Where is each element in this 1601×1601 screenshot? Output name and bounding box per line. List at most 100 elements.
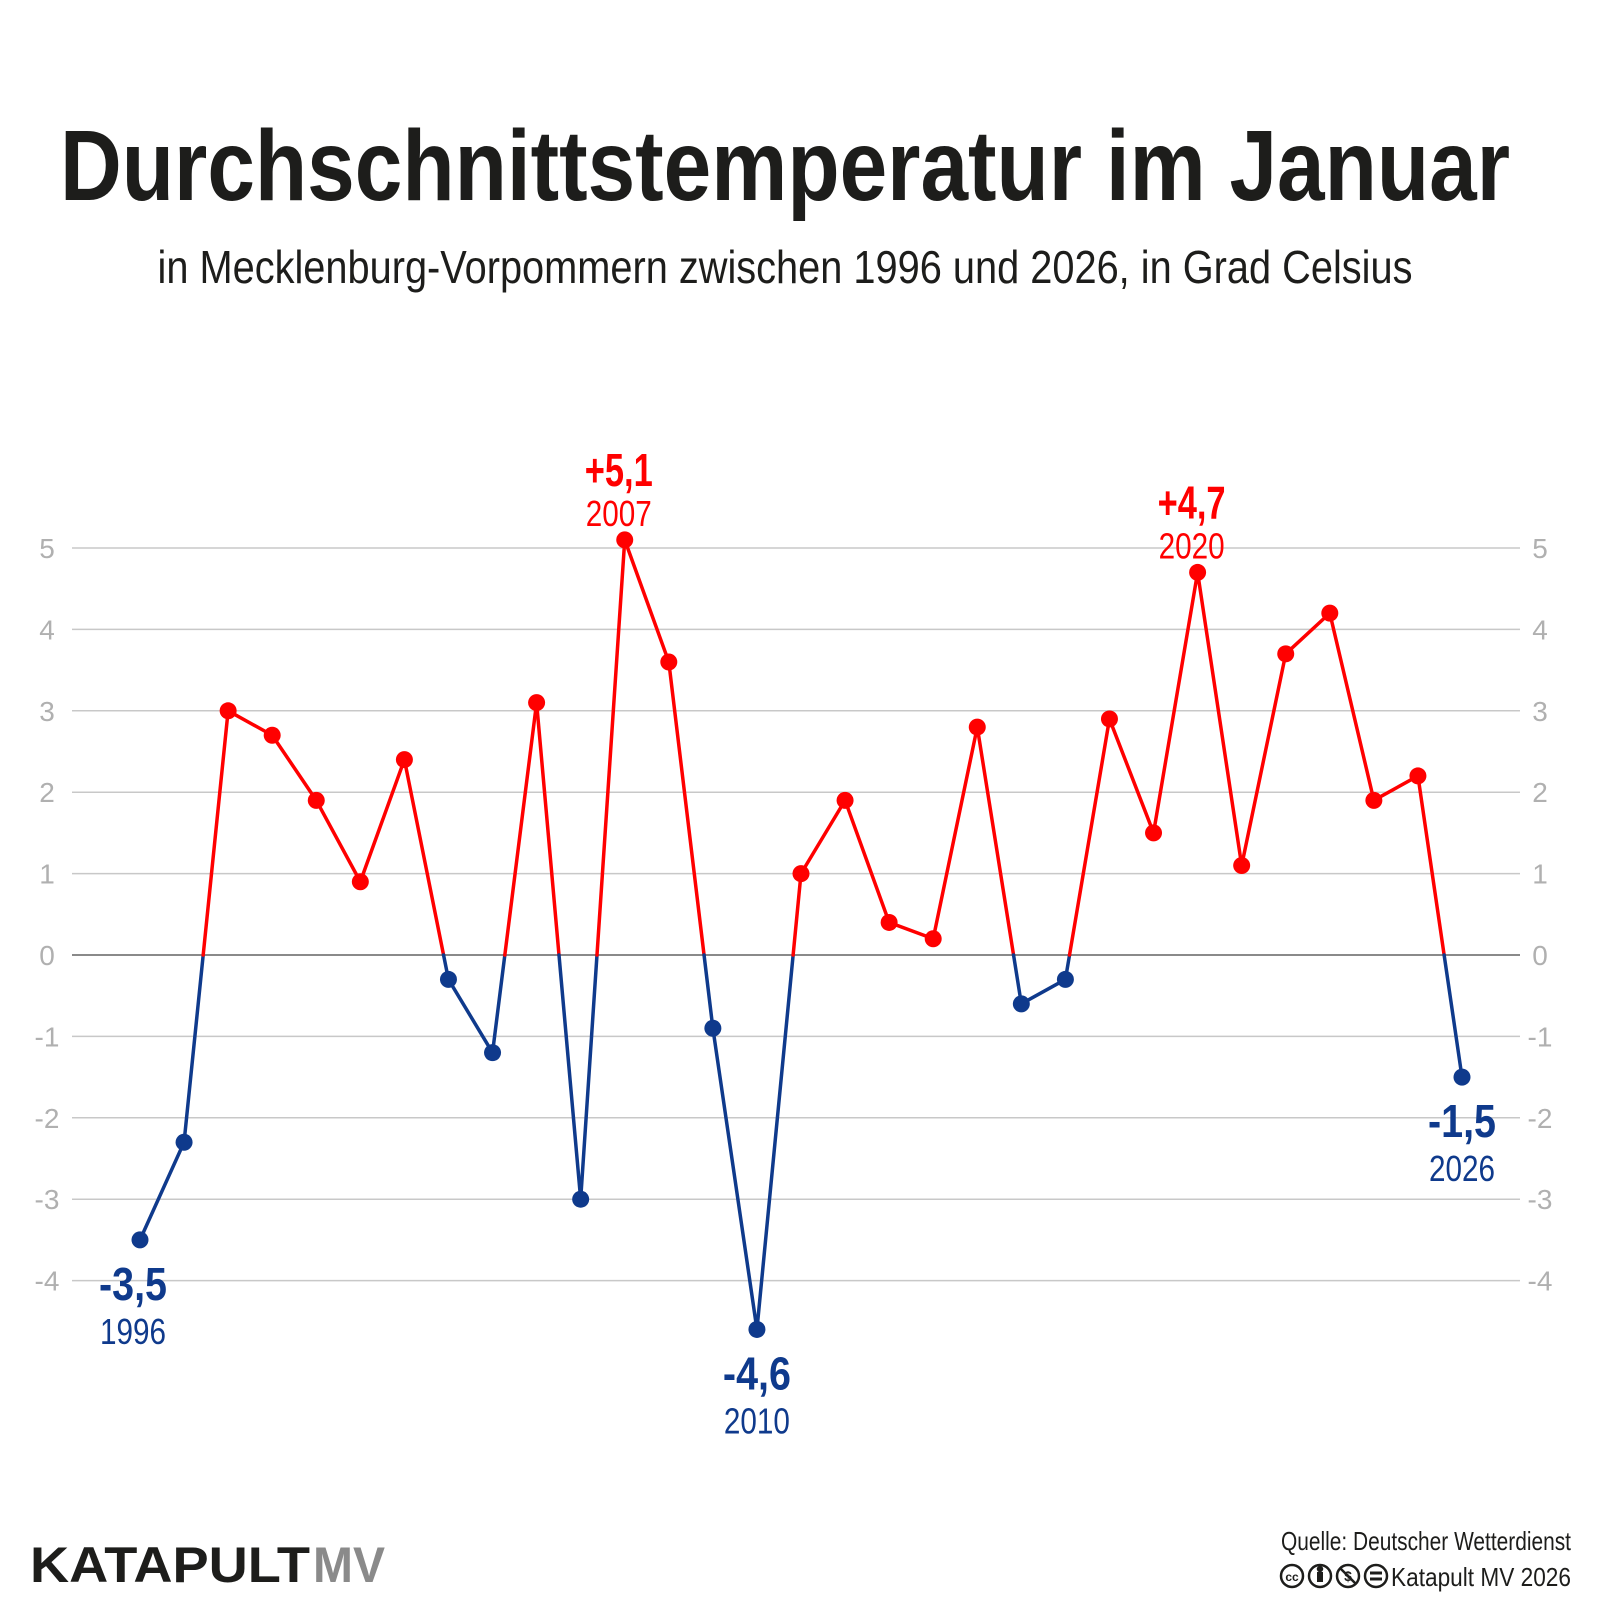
data-point-2016 <box>1012 995 1030 1013</box>
license-icons: cc $ <box>1279 1563 1389 1589</box>
line-segment <box>799 798 847 876</box>
y-tick-label-right: -3 <box>1528 1184 1553 1215</box>
y-tick-label-left: -2 <box>35 1103 60 1134</box>
y-tick-label-left: 3 <box>39 696 55 727</box>
data-point-2015 <box>968 718 986 736</box>
data-point-2008 <box>660 653 678 671</box>
source-text: Quelle: Deutscher Wetterdienst <box>1281 1526 1572 1556</box>
annotation-year: 2026 <box>1429 1148 1495 1189</box>
line-segment <box>931 725 980 941</box>
data-point-2012 <box>836 791 854 809</box>
line-segment <box>1442 953 1464 1079</box>
data-point-2023 <box>1321 604 1339 622</box>
by-icon <box>1307 1563 1333 1589</box>
gridlines: 5 5 4 4 3 3 2 2 1 1 0 0 -1 -1 -2 -2 -3 -3 -4 -4 <box>35 533 1553 1297</box>
data-point-2013 <box>880 913 898 931</box>
data-point-2026 <box>1453 1068 1471 1086</box>
line-segment <box>975 725 1016 957</box>
annotation-value: -1,5 <box>1428 1095 1496 1147</box>
data-point-1998 <box>219 702 237 720</box>
annotation-year: 2020 <box>1159 525 1225 566</box>
cc-icon: cc <box>1279 1563 1305 1589</box>
y-tick-label-left: -4 <box>35 1266 60 1297</box>
line-segment <box>1328 611 1376 803</box>
data-point-2011 <box>792 865 810 883</box>
data-point-2014 <box>924 930 942 948</box>
line-segment <box>314 798 363 884</box>
y-tick-label-left: 2 <box>39 777 55 808</box>
line-segment <box>595 538 627 957</box>
line-segment <box>702 953 715 1031</box>
line-segment <box>622 538 671 664</box>
line-segment <box>503 700 539 957</box>
line-segment <box>358 757 407 884</box>
nc-icon: $ <box>1335 1563 1361 1589</box>
data-point-2017 <box>1056 970 1074 988</box>
line-segment <box>711 1026 759 1332</box>
annotation-value: -3,5 <box>99 1258 167 1310</box>
line-segment <box>490 953 507 1055</box>
data-point-1997 <box>175 1133 193 1151</box>
chart-subtitle: in Mecklenburg-Vorpommern zwischen 1996 … <box>158 241 1413 293</box>
data-points <box>131 531 1471 1338</box>
data-point-2004 <box>484 1044 502 1062</box>
line-segment <box>667 660 706 957</box>
line-segment <box>1151 570 1200 835</box>
series-line <box>138 538 1464 1332</box>
data-point-2020 <box>1189 563 1207 581</box>
y-tick-label-right: 5 <box>1532 533 1548 564</box>
annotation-year: 2010 <box>724 1400 790 1441</box>
line-segment <box>270 733 319 803</box>
logo-suffix: MV <box>313 1537 386 1593</box>
line-segment <box>578 953 599 1201</box>
data-point-1996 <box>131 1231 149 1249</box>
line-segment <box>1067 717 1112 957</box>
data-point-2024 <box>1365 791 1383 809</box>
line-segment <box>1283 611 1332 656</box>
line-segment <box>402 757 446 957</box>
annotation-year: 2007 <box>586 493 652 534</box>
y-tick-label-right: -4 <box>1528 1266 1553 1297</box>
data-point-2007 <box>616 531 634 549</box>
data-point-2019 <box>1145 824 1163 842</box>
line-segment <box>1416 774 1446 957</box>
y-tick-label-right: 4 <box>1532 614 1548 645</box>
data-point-2009 <box>704 1019 722 1037</box>
line-segment <box>791 871 803 957</box>
data-point-2002 <box>395 751 413 769</box>
line-segment <box>201 709 230 957</box>
data-point-2000 <box>307 791 325 809</box>
annotation-year: 1996 <box>100 1311 166 1352</box>
line-segment <box>446 977 495 1055</box>
data-point-2018 <box>1100 710 1118 728</box>
line-segment <box>182 953 205 1144</box>
data-point-2010 <box>748 1320 766 1338</box>
y-tick-label-right: 1 <box>1532 859 1548 890</box>
data-point-2001 <box>351 873 369 891</box>
y-tick-label-right: -2 <box>1528 1103 1553 1134</box>
data-point-2025 <box>1409 767 1427 785</box>
y-tick-label-right: -1 <box>1528 1021 1553 1052</box>
y-tick-label-right: 2 <box>1532 777 1548 808</box>
copyright-text: Katapult MV 2026 <box>1391 1562 1571 1592</box>
annotation-value: +4,7 <box>1158 476 1226 528</box>
logo-main: KATAPULT <box>30 1537 310 1593</box>
line-segment <box>534 700 561 957</box>
y-tick-label-right: 0 <box>1532 940 1548 971</box>
y-tick-label-right: 3 <box>1532 696 1548 727</box>
data-point-2006 <box>572 1190 590 1208</box>
y-tick-label-left: 0 <box>39 940 55 971</box>
chart-title: Durchschnittstemperatur im Januar <box>60 110 1510 222</box>
data-point-2021 <box>1233 856 1251 874</box>
line-segment <box>557 953 583 1201</box>
line-segment <box>755 953 795 1332</box>
y-tick-label-left: -1 <box>35 1021 60 1052</box>
y-tick-label-left: 5 <box>39 533 55 564</box>
annotation-value: +5,1 <box>585 444 653 496</box>
line-segment <box>1239 652 1288 868</box>
line-segment <box>1195 570 1244 868</box>
y-tick-label-left: -3 <box>35 1184 60 1215</box>
data-point-2022 <box>1277 645 1295 663</box>
